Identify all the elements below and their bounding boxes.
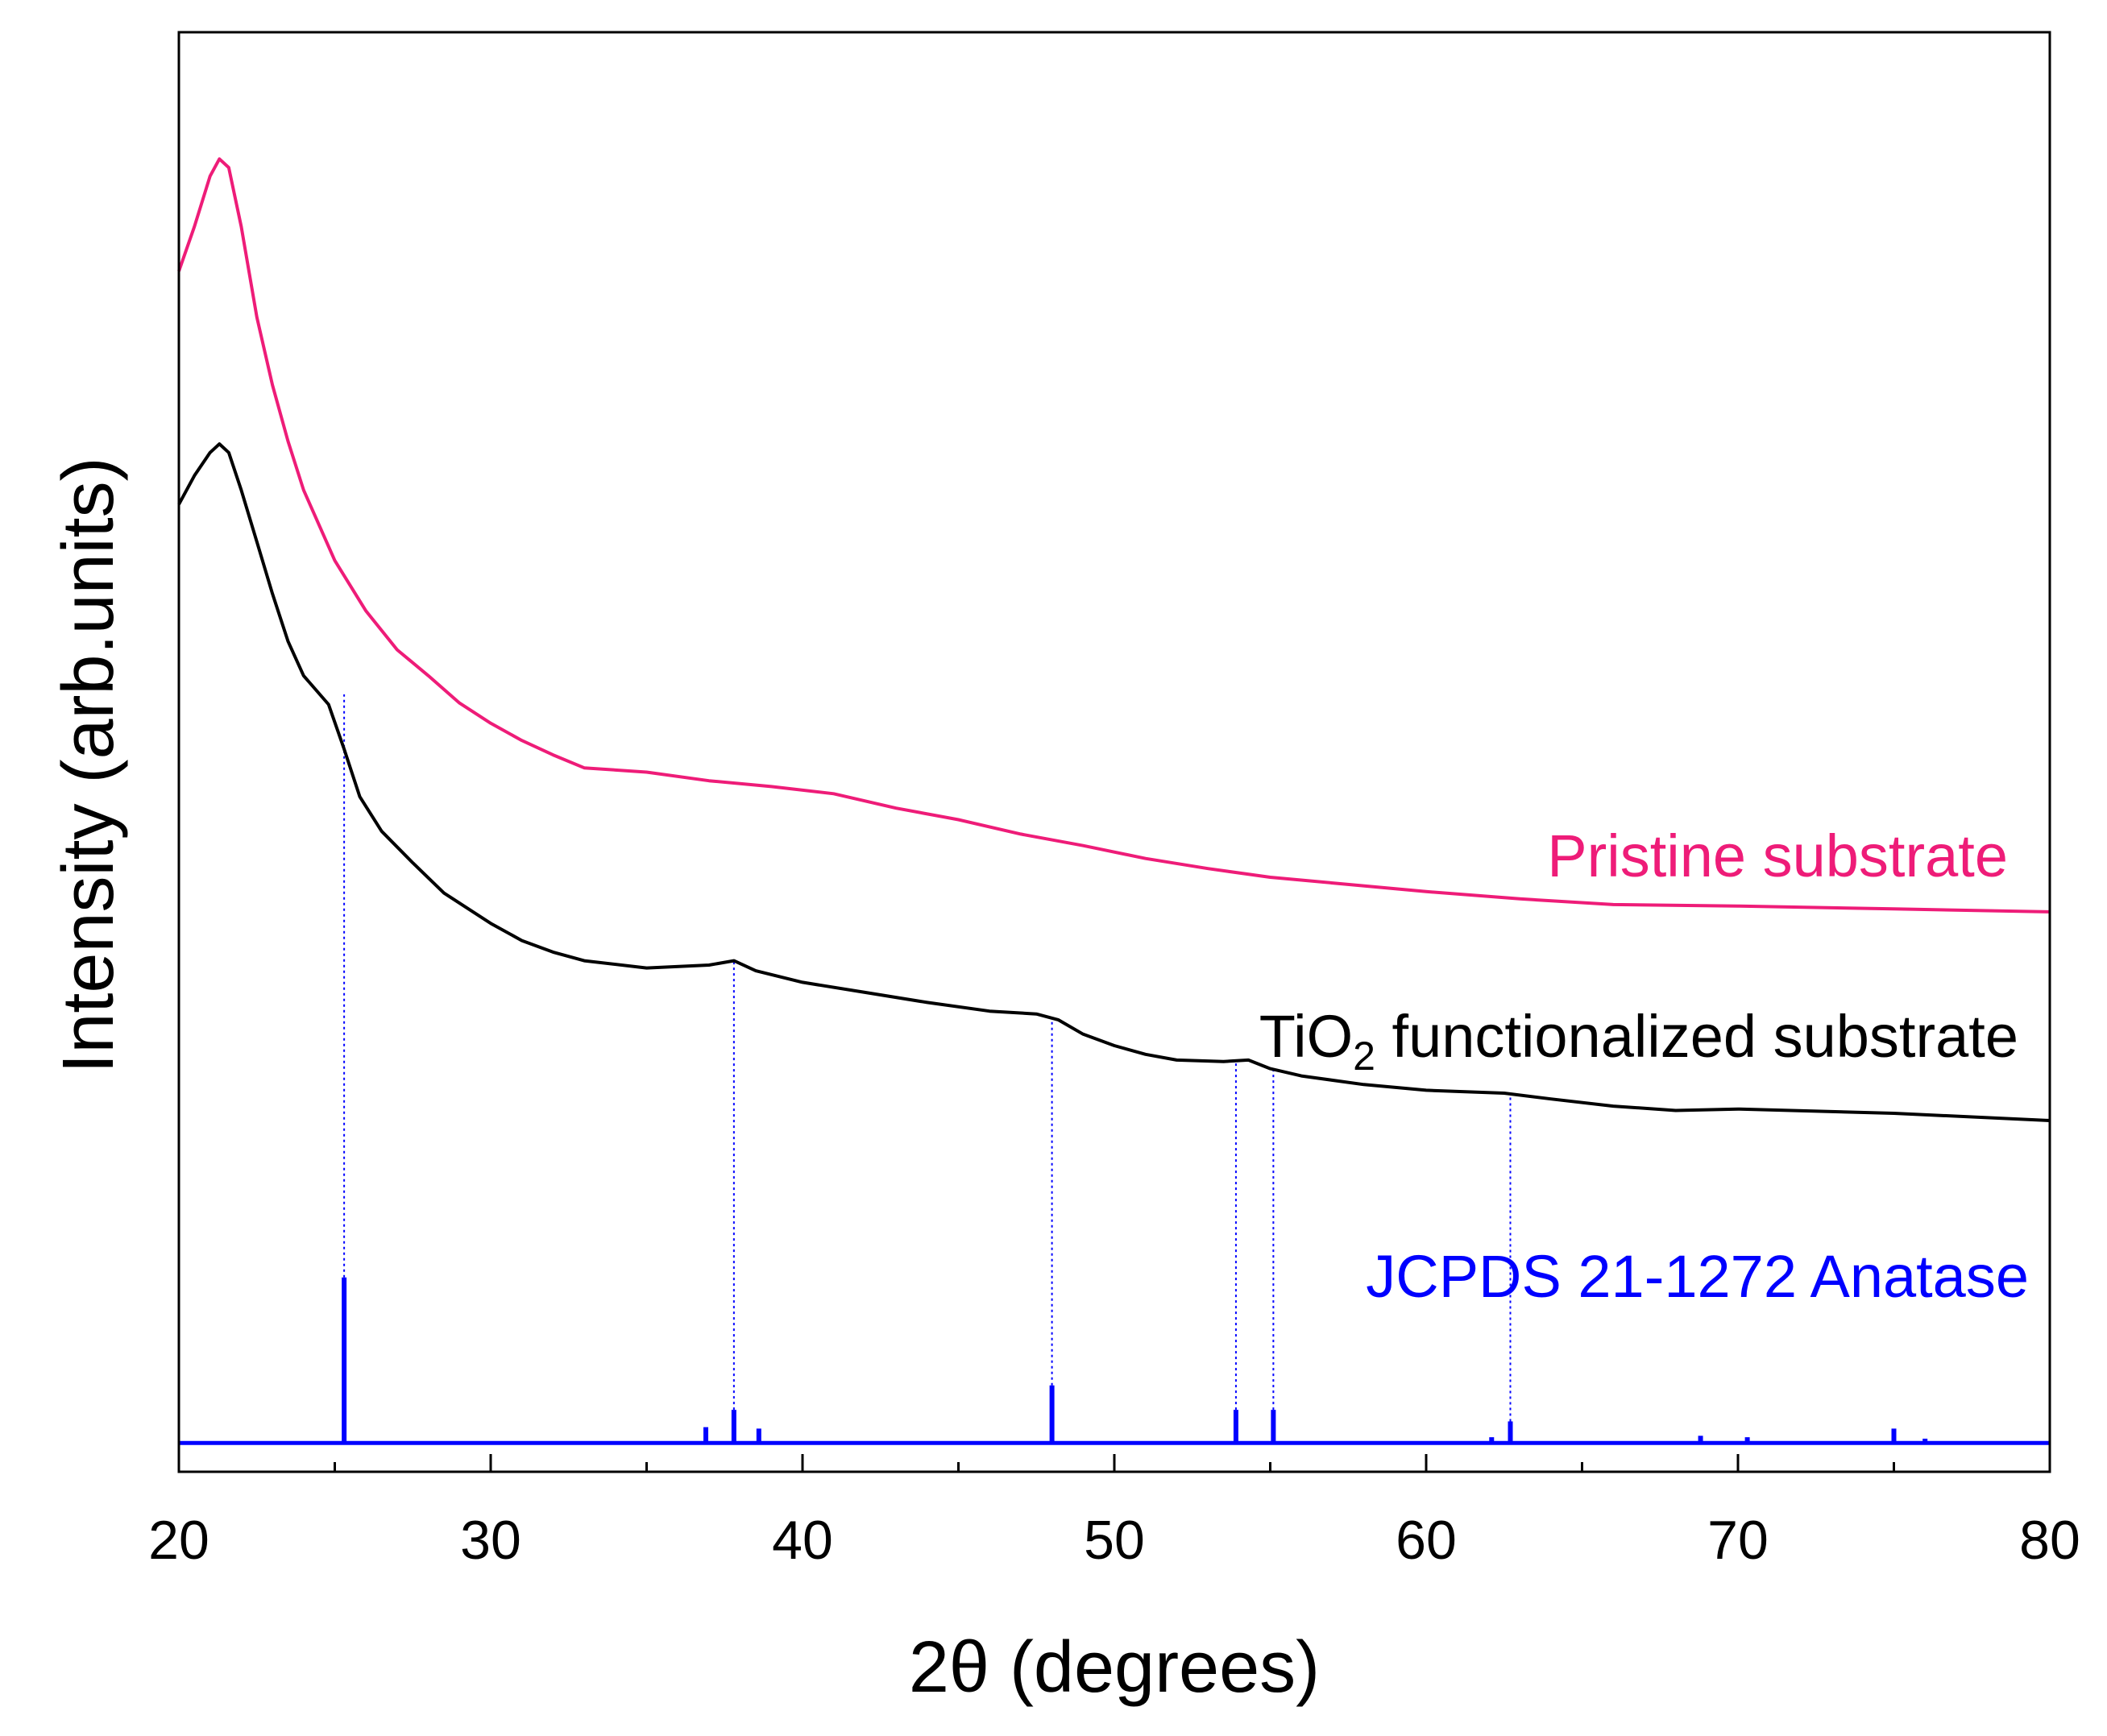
x-axis-ticks: 20 30 40 50 60 70 80 <box>148 1454 2080 1571</box>
label-reference: JCPDS 21-1272 Anatase <box>1366 1243 2029 1310</box>
label-tio2-suffix: functionalized substrate <box>1375 1003 2018 1070</box>
series-line-tio2 <box>177 442 2051 1122</box>
x-tick-label: 30 <box>460 1510 521 1571</box>
peak-guide-lines <box>343 694 1512 1422</box>
label-pristine: Pristine substrate <box>1547 822 2008 889</box>
series-line-pristine <box>177 157 2051 914</box>
x-tick-label: 80 <box>2019 1510 2080 1571</box>
label-tio2-prefix: TiO <box>1259 1003 1353 1070</box>
label-tio2: TiO2 functionalized substrate <box>1259 1003 2018 1079</box>
x-tick-label: 70 <box>1707 1510 1769 1571</box>
x-tick-label: 60 <box>1396 1510 1457 1571</box>
x-tick-label: 20 <box>148 1510 209 1571</box>
label-tio2-subscript: 2 <box>1353 1034 1375 1079</box>
x-tick-label: 40 <box>772 1510 833 1571</box>
x-axis-title: 2θ (degrees) <box>909 1627 1320 1708</box>
y-axis-title: Intensity (arb.units) <box>48 457 129 1073</box>
x-tick-label: 50 <box>1084 1510 1145 1571</box>
